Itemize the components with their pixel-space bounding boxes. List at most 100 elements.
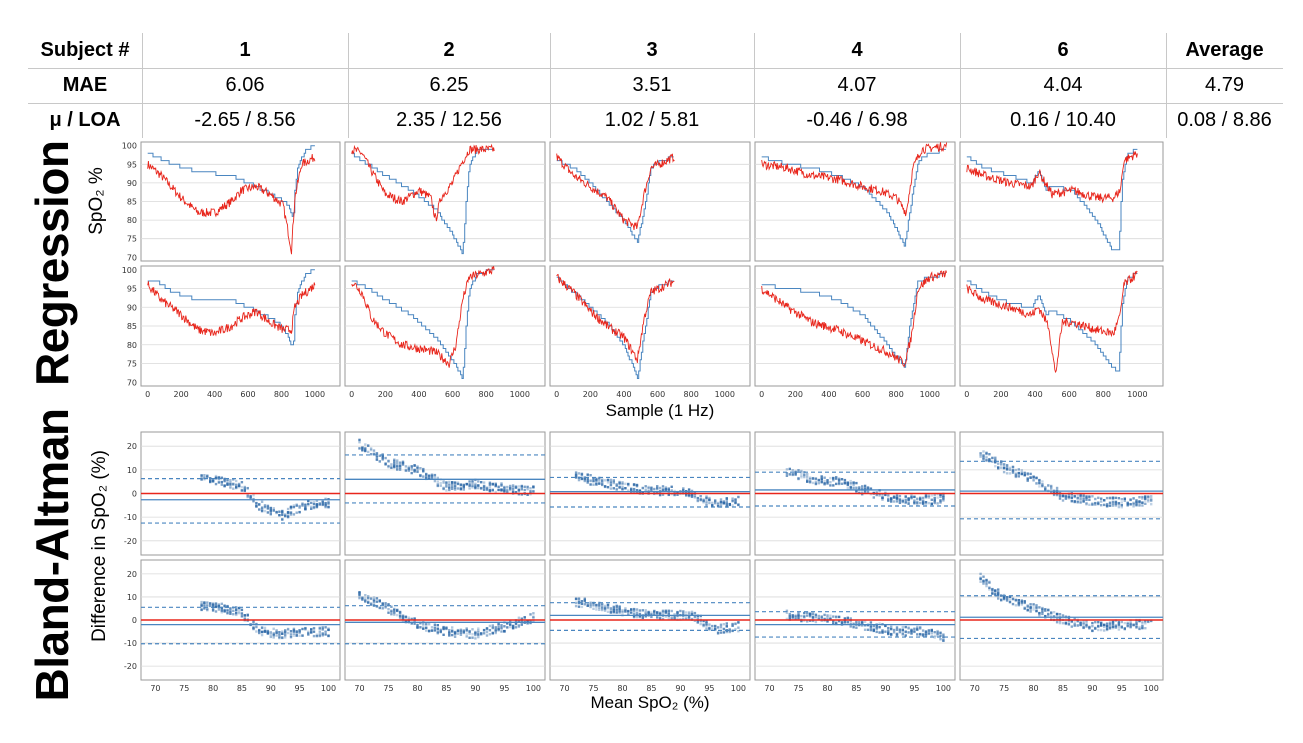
scatter-point	[284, 629, 287, 632]
scatter-point	[1091, 503, 1094, 506]
scatter-point	[895, 634, 899, 637]
scatter-point	[985, 458, 988, 462]
scatter-point	[887, 497, 890, 500]
scatter-point	[988, 588, 991, 591]
x-tick-label: 0	[554, 390, 559, 399]
scatter-point	[1088, 495, 1091, 498]
scatter-point	[1032, 475, 1035, 478]
scatter-point	[1108, 504, 1112, 507]
scatter-point	[797, 477, 800, 481]
bland-altman-panel-subject-4	[754, 431, 956, 556]
scatter-point	[644, 609, 647, 612]
scatter-point	[462, 488, 465, 491]
scatter-point	[497, 628, 500, 631]
scatter-point	[255, 630, 258, 633]
scatter-point	[702, 499, 705, 502]
scatter-point	[687, 616, 691, 620]
table-divider	[1166, 33, 1167, 138]
scatter-point	[480, 487, 483, 490]
scatter-point	[734, 499, 737, 502]
scatter-point	[258, 630, 261, 633]
scatter-point	[278, 510, 281, 513]
scatter-point	[1041, 608, 1044, 612]
scatter-point	[453, 488, 457, 491]
scatter-point	[315, 503, 319, 506]
scatter-point	[725, 497, 728, 500]
scatter-point	[214, 482, 218, 486]
scatter-point	[933, 496, 936, 500]
scatter-point	[661, 617, 665, 621]
scatter-point	[401, 463, 405, 466]
scatter-point	[685, 617, 688, 620]
scatter-point	[731, 624, 734, 627]
scatter-point	[249, 495, 252, 498]
ground-truth-line	[966, 148, 1138, 251]
scatter-point	[384, 602, 387, 605]
scatter-point	[1114, 502, 1118, 505]
scatter-point	[281, 510, 284, 514]
x-tick-label: 200	[173, 390, 188, 399]
scatter-point	[416, 623, 419, 627]
scatter-point	[924, 632, 928, 636]
scatter-point	[433, 479, 437, 483]
scatter-point	[1105, 503, 1109, 506]
scatter-point	[817, 614, 820, 618]
scatter-point	[430, 626, 434, 629]
scatter-point	[843, 482, 847, 485]
scatter-point	[209, 602, 212, 605]
scatter-point	[603, 479, 607, 482]
results-table: Subject # MAE μ / LOA 1 2 3 4 6 Average …	[28, 33, 1283, 138]
scatter-point	[997, 462, 1000, 465]
scatter-point	[252, 621, 255, 625]
scatter-point	[1138, 504, 1141, 507]
scatter-point	[673, 491, 676, 494]
scatter-point	[1002, 464, 1006, 467]
scatter-point	[442, 480, 445, 483]
scatter-point	[436, 628, 439, 631]
scatter-point	[497, 488, 500, 492]
scatter-point	[1047, 614, 1050, 618]
scatter-point	[901, 500, 904, 503]
scatter-point	[477, 629, 480, 632]
scatter-point	[714, 627, 717, 630]
scatter-point	[465, 632, 468, 635]
scatter-point	[318, 627, 321, 630]
scatter-point	[506, 488, 509, 491]
scatter-point	[630, 488, 633, 491]
scatter-point	[687, 488, 691, 491]
scatter-point	[1055, 486, 1059, 490]
scatter-point	[942, 494, 945, 497]
scatter-point	[1141, 626, 1144, 630]
scatter-point	[656, 613, 659, 616]
scatter-point	[890, 624, 893, 627]
scatter-point	[266, 507, 270, 510]
x-tick-label: 70	[970, 684, 980, 693]
scatter-point	[664, 486, 668, 489]
scatter-point	[832, 476, 835, 480]
scatter-point	[398, 610, 402, 614]
scatter-point	[612, 487, 615, 490]
scatter-point	[601, 482, 604, 485]
scatter-point	[898, 628, 902, 631]
scatter-point	[1029, 608, 1032, 612]
scatter-point	[719, 623, 723, 626]
scatter-point	[378, 599, 381, 602]
scatter-point	[436, 632, 439, 635]
scatter-point	[863, 620, 867, 623]
scatter-point	[1011, 468, 1015, 472]
bland-altman-section-label: Bland-Altman	[26, 408, 78, 702]
mu-loa-value: 2.35 / 12.56	[396, 109, 502, 131]
x-tick-label: 80	[822, 684, 832, 693]
scatter-point	[826, 482, 829, 485]
scatter-point	[393, 611, 396, 614]
scatter-point	[682, 487, 685, 490]
scatter-point	[664, 609, 668, 612]
scatter-point	[289, 513, 293, 516]
scatter-point	[229, 481, 232, 484]
scatter-point	[728, 503, 731, 506]
scatter-point	[509, 619, 512, 623]
scatter-point	[829, 614, 832, 617]
scatter-point	[907, 627, 910, 630]
scatter-point	[875, 493, 878, 496]
